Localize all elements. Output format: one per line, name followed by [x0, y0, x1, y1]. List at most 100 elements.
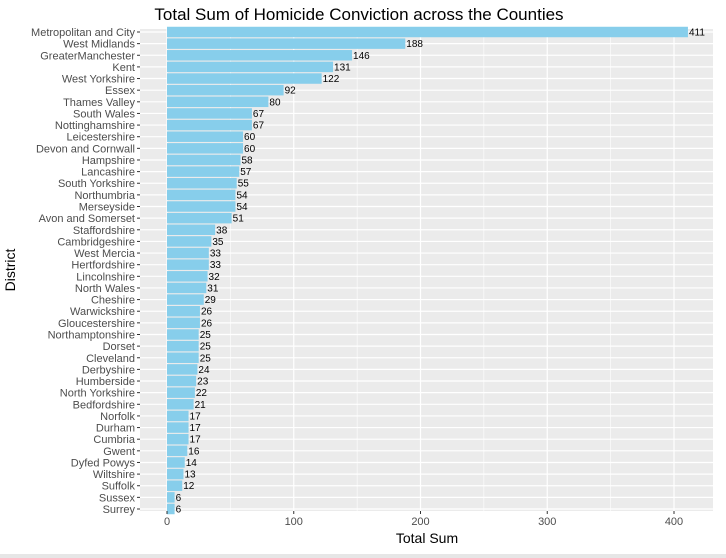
y-category-label: West Yorkshire — [62, 74, 135, 86]
y-category-label: Durham — [96, 423, 135, 435]
y-category-label: Northamptonshire — [48, 329, 135, 341]
y-category-label: Warwickshire — [70, 306, 135, 318]
bar — [167, 96, 269, 108]
y-category-label: Staffordshire — [73, 225, 135, 237]
bar-value-label: 80 — [269, 97, 281, 108]
bar-value-label: 38 — [216, 225, 228, 236]
bar-value-label: 122 — [323, 74, 340, 85]
y-category-label: GreaterManchester — [40, 50, 135, 62]
bar-value-label: 26 — [201, 307, 213, 318]
bar-value-label: 14 — [186, 458, 198, 469]
bar — [167, 131, 244, 142]
bar — [167, 294, 204, 305]
bar — [167, 259, 209, 270]
bar-value-label: 25 — [200, 342, 212, 353]
x-tick-label: 200 — [411, 516, 429, 528]
bar-value-label: 21 — [195, 400, 207, 411]
bar — [167, 282, 207, 294]
bar — [167, 178, 237, 189]
bar-value-label: 17 — [190, 423, 202, 434]
bar-value-label: 58 — [242, 155, 254, 166]
bar — [167, 38, 406, 49]
bar-value-label: 411 — [689, 28, 705, 39]
y-category-label: Devon and Cornwall — [36, 143, 135, 155]
bar — [167, 387, 195, 398]
bar — [167, 492, 175, 503]
bar-value-label: 6 — [176, 505, 182, 516]
bar — [167, 317, 200, 329]
y-category-label: Essex — [105, 85, 135, 97]
y-category-label: North Yorkshire — [60, 388, 135, 400]
bar-value-label: 23 — [197, 377, 209, 388]
bar-value-label: 146 — [353, 51, 370, 62]
y-category-label: Derbyshire — [82, 364, 135, 376]
bar — [167, 73, 322, 84]
y-category-label: Cambridgeshire — [57, 236, 135, 248]
bar — [167, 364, 198, 375]
y-category-label: Wiltshire — [93, 469, 135, 481]
y-category-label: South Wales — [73, 108, 135, 120]
bar — [167, 422, 189, 433]
bar — [167, 503, 175, 515]
bar — [167, 50, 353, 61]
y-category-label: Cheshire — [91, 295, 135, 307]
x-axis-tick-labels: 0 100 200 300 400 — [164, 511, 683, 528]
bottom-strip — [0, 554, 726, 558]
bar-value-label: 17 — [190, 435, 202, 446]
x-tick-label: 300 — [538, 516, 556, 528]
bars — [167, 26, 688, 515]
y-category-label: South Yorkshire — [58, 178, 135, 190]
y-category-label: Dorset — [103, 341, 135, 353]
bar-value-label: 67 — [253, 121, 265, 132]
bar-value-label: 51 — [233, 214, 245, 225]
bar — [167, 143, 244, 154]
bar-value-label: 25 — [200, 330, 212, 341]
x-axis-title: Total Sum — [396, 530, 458, 546]
y-category-label: West Midlands — [63, 39, 135, 51]
bar — [167, 247, 209, 259]
x-tick-label: 400 — [665, 516, 683, 528]
bar-value-label: 54 — [236, 190, 248, 201]
bar — [167, 352, 199, 363]
y-category-label: Nottinghamshire — [55, 120, 135, 132]
bar — [167, 212, 232, 224]
y-category-label: Surrey — [103, 504, 136, 516]
bar — [167, 480, 183, 491]
y-category-label: Sussex — [99, 492, 136, 504]
bar-value-label: 54 — [236, 202, 248, 213]
bar — [167, 399, 194, 410]
y-category-label: Lancashire — [81, 167, 135, 179]
bar-value-label: 29 — [205, 295, 217, 306]
y-category-label: Suffolk — [102, 481, 136, 493]
bar — [167, 119, 252, 131]
bar-value-label: 55 — [238, 179, 250, 190]
bar-value-label: 6 — [176, 493, 182, 504]
bar-value-label: 33 — [210, 249, 222, 260]
bar-value-label: 188 — [406, 39, 423, 50]
bar-value-label: 32 — [209, 272, 221, 283]
bar-value-label: 16 — [188, 446, 200, 457]
bar — [167, 108, 252, 119]
bar — [167, 236, 212, 247]
y-category-label: Kent — [112, 62, 135, 74]
bar — [167, 340, 199, 352]
bar — [167, 433, 189, 445]
bar-value-label: 60 — [244, 144, 256, 155]
bar-value-label: 31 — [207, 283, 219, 294]
y-category-label: Dyfed Powys — [71, 457, 136, 469]
bar-value-label: 131 — [334, 62, 351, 73]
bar-value-label: 17 — [190, 411, 202, 422]
bar — [167, 410, 189, 422]
y-category-label: Merseyside — [79, 202, 135, 214]
chart-title: Total Sum of Homicide Conviction across … — [154, 5, 563, 24]
y-category-label: Leicestershire — [67, 132, 135, 144]
bar — [167, 271, 208, 282]
y-category-label: Northumbria — [74, 190, 135, 202]
bar-value-label: 67 — [253, 109, 265, 120]
y-category-label: Norfolk — [100, 411, 135, 423]
bar-value-label: 57 — [240, 167, 252, 178]
bar — [167, 329, 199, 340]
bar-value-label: 12 — [183, 481, 195, 492]
